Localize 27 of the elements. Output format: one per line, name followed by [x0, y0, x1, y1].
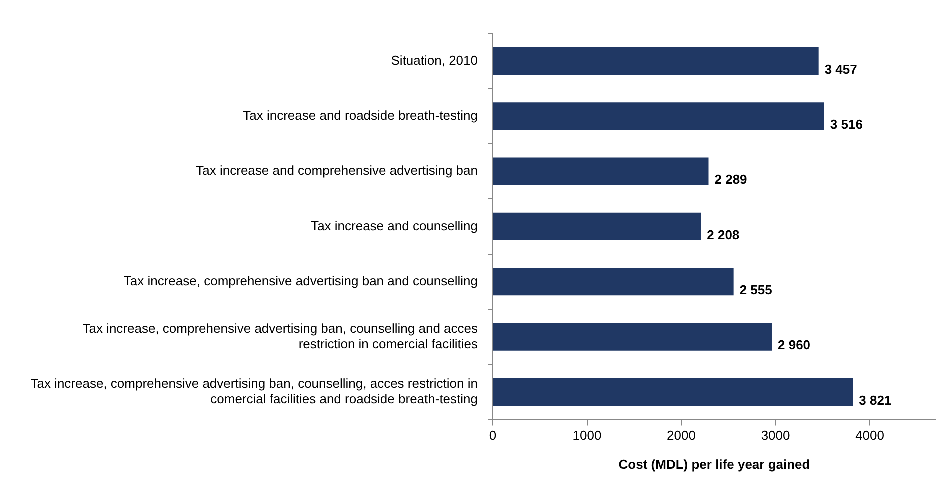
- bar: [494, 323, 772, 351]
- data-label: 3 821: [859, 392, 892, 408]
- data-label: 2 960: [778, 338, 811, 353]
- bar: [494, 102, 824, 130]
- y-tick-label: Tax increase and comprehensive advertising ban: [196, 163, 478, 178]
- bar: [494, 158, 709, 186]
- data-label: 2 555: [740, 282, 772, 298]
- y-tick-label: Tax increase and roadside breath-testing: [243, 108, 478, 123]
- data-label: 3 516: [830, 116, 863, 132]
- x-tick-label: 4000: [856, 428, 884, 444]
- x-tick-label: 1000: [572, 428, 602, 444]
- y-tick-label: Tax increase, comprehensive advertising ban, counselling and acces restriction in comercial facilities: [82, 320, 478, 352]
- y-tick-label: Tax increase and counselling: [311, 218, 478, 234]
- data-label: 3 457: [824, 62, 858, 77]
- data-label: 2 208: [707, 227, 740, 242]
- x-tick-label: 3000: [761, 428, 790, 444]
- x-axis-title: Cost (MDL) per life year gained: [618, 456, 810, 472]
- x-tick-label: 2000: [667, 428, 696, 444]
- bar: [494, 378, 854, 406]
- y-tick-label: Situation, 2010: [391, 52, 478, 68]
- data-label: 2 289: [714, 172, 748, 188]
- bar: [494, 212, 702, 240]
- x-tick-label: 0: [489, 428, 497, 444]
- bar: [494, 268, 734, 296]
- y-tick-label: Tax increase, comprehensive advertising ban and counselling: [124, 273, 478, 288]
- bar: [494, 47, 819, 75]
- y-tick-label: Tax increase, comprehensive advertising ban, counselling, acces restriction in comercial facilities and roadside breath-testing: [30, 376, 478, 407]
